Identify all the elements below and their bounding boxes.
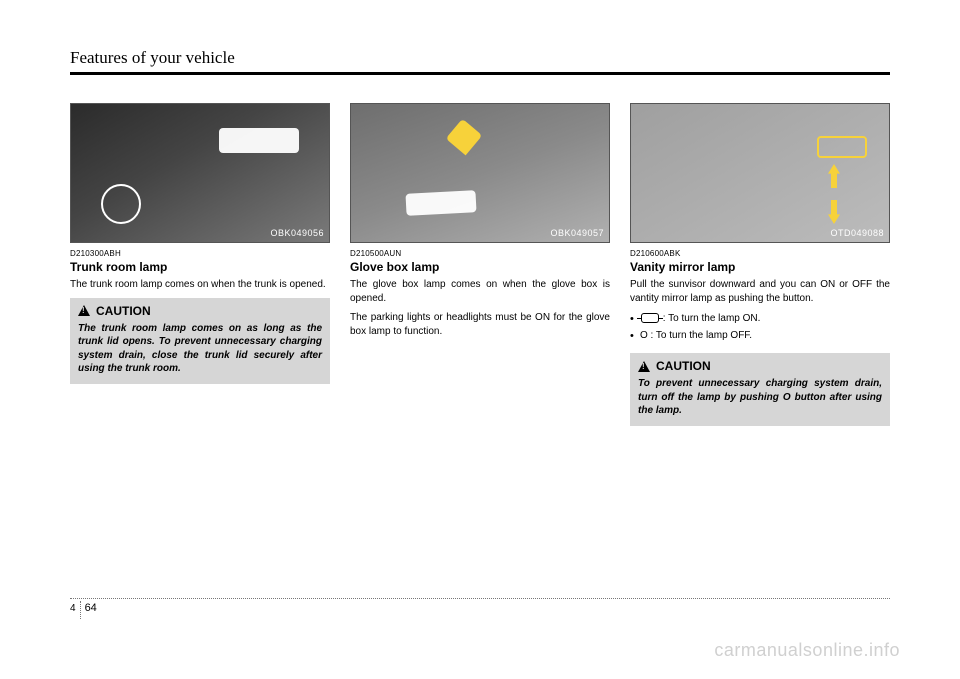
list-item-on-text: : To turn the lamp ON.: [660, 313, 760, 324]
caution-label: CAUTION: [96, 304, 151, 318]
figure-id: OBK049057: [550, 228, 604, 238]
body-text: The parking lights or headlights must be…: [350, 311, 610, 338]
watermark: carmanualsonline.info: [714, 640, 900, 661]
ref-code: D210300ABH: [70, 249, 330, 258]
page-footer: 4 64: [70, 598, 890, 619]
callout-circle: [101, 184, 141, 224]
page-number: 64: [85, 601, 97, 614]
page-number-box: 4 64: [70, 601, 890, 619]
caution-text: The trunk room lamp comes on as long as …: [78, 322, 322, 376]
caution-heading: CAUTION: [78, 304, 322, 318]
body-text: The trunk room lamp comes on when the tr…: [70, 278, 330, 292]
section-heading: Trunk room lamp: [70, 260, 330, 274]
list-item-on: : To turn the lamp ON.: [630, 311, 890, 326]
body-text: The glove box lamp comes on when the glo…: [350, 278, 610, 305]
column-trunk-room-lamp: OBK049056 D210300ABH Trunk room lamp The…: [70, 103, 330, 426]
column-vanity-mirror-lamp: OTD049088 D210600ABK Vanity mirror lamp …: [630, 103, 890, 426]
updown-arrows-icon: [825, 164, 843, 224]
caution-text: To prevent unnecessary charging system d…: [638, 377, 882, 418]
caution-box: CAUTION The trunk room lamp comes on as …: [70, 298, 330, 384]
arrow-icon: [446, 119, 483, 156]
lamp-highlight: [405, 190, 476, 216]
column-glove-box-lamp: OBK049057 D210500AUN Glove box lamp The …: [350, 103, 610, 426]
chapter-number: 4: [70, 601, 81, 619]
columns: OBK049056 D210300ABH Trunk room lamp The…: [70, 103, 890, 426]
chapter-title: Features of your vehicle: [70, 48, 890, 75]
figure-glove-box-lamp: OBK049057: [350, 103, 610, 243]
ref-code: D210600ABK: [630, 249, 890, 258]
caution-label: CAUTION: [656, 359, 711, 373]
page-content: Features of your vehicle OBK049056 D2103…: [0, 0, 960, 426]
caution-heading: CAUTION: [638, 359, 882, 373]
section-heading: Vanity mirror lamp: [630, 260, 890, 274]
figure-vanity-mirror-lamp: OTD049088: [630, 103, 890, 243]
lamp-on-icon: [641, 313, 659, 323]
warning-icon: [78, 305, 90, 316]
caution-box: CAUTION To prevent unnecessary charging …: [630, 353, 890, 426]
warning-icon: [638, 361, 650, 372]
ref-code: D210500AUN: [350, 249, 610, 258]
section-heading: Glove box lamp: [350, 260, 610, 274]
lamp-outline: [817, 136, 867, 158]
figure-id: OTD049088: [830, 228, 884, 238]
figure-id: OBK049056: [270, 228, 324, 238]
footer-divider: [70, 598, 890, 599]
body-text: Pull the sunvisor downward and you can O…: [630, 278, 890, 305]
bullet-list: : To turn the lamp ON. O : To turn the l…: [630, 311, 890, 343]
list-item-off: O : To turn the lamp OFF.: [630, 328, 890, 343]
lamp-highlight: [219, 128, 299, 153]
figure-trunk-room-lamp: OBK049056: [70, 103, 330, 243]
